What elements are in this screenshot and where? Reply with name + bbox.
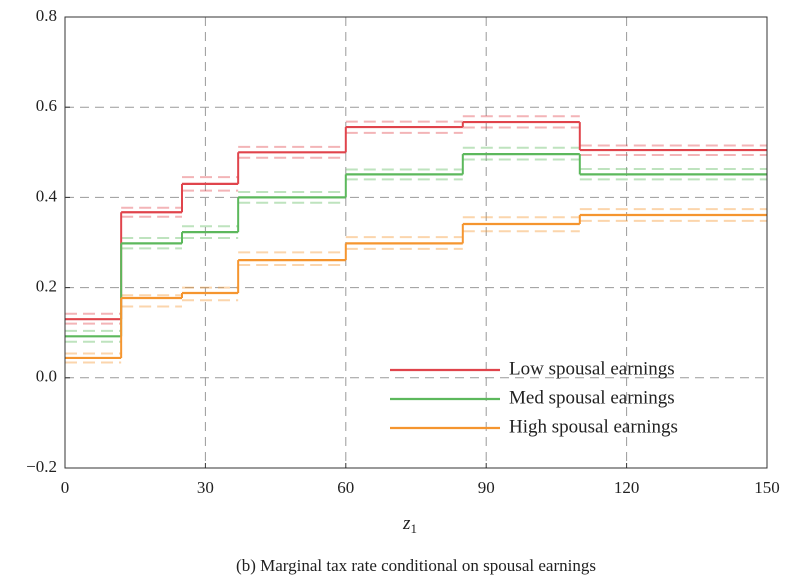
- x-tick-label: 150: [754, 478, 780, 497]
- x-axis-label-main: z: [402, 513, 411, 534]
- x-axis-label: z1: [402, 513, 417, 536]
- x-tick-label: 30: [197, 478, 214, 497]
- caption: (b) Marginal tax rate conditional on spo…: [236, 556, 596, 575]
- legend-label: Med spousal earnings: [509, 387, 675, 408]
- y-tick-label: 0.2: [36, 277, 57, 296]
- x-tick-label: 0: [61, 478, 70, 497]
- legend-label: High spousal earnings: [509, 416, 678, 437]
- y-tick-label: 0.6: [36, 96, 57, 115]
- y-tick-label: −0.2: [26, 457, 57, 476]
- x-tick-label: 60: [337, 478, 354, 497]
- x-tick-label: 90: [478, 478, 495, 497]
- y-tick-label: 0.8: [36, 6, 57, 25]
- y-tick-label: 0.4: [36, 186, 58, 205]
- x-tick-label: 120: [614, 478, 640, 497]
- plot-frame: [64, 16, 768, 469]
- x-axis-label-subscript: 1: [410, 521, 417, 536]
- y-tick-label: 0.0: [36, 367, 57, 386]
- legend-label: Low spousal earnings: [509, 358, 675, 379]
